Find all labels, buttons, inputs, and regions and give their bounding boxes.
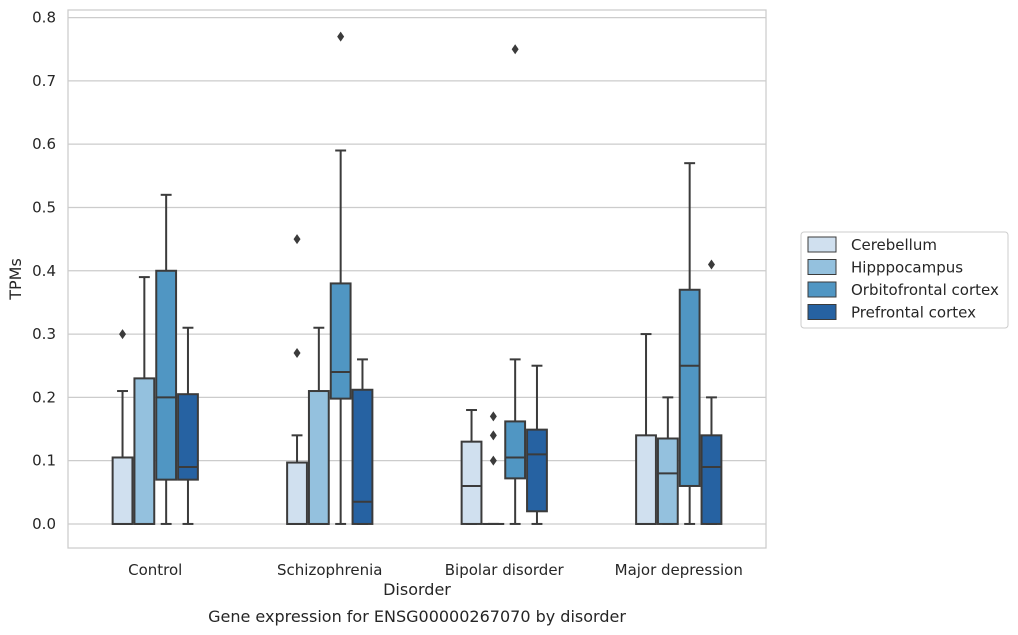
x-tick-label: Bipolar disorder xyxy=(445,561,565,579)
box-1-1 xyxy=(307,326,330,525)
y-tick-label: 0.5 xyxy=(32,198,56,216)
outlier-point xyxy=(337,31,345,42)
legend-label: Orbitofrontal cortex xyxy=(851,281,999,299)
box-body xyxy=(286,461,308,525)
y-tick-label: 0.6 xyxy=(32,135,56,153)
box-body xyxy=(177,393,199,481)
box-3-3 xyxy=(700,259,723,525)
box-body xyxy=(504,420,527,480)
x-tick-label: Control xyxy=(128,561,182,579)
box-body xyxy=(678,288,701,487)
y-tick-label: 0.0 xyxy=(32,515,56,533)
y-tick-label: 0.7 xyxy=(32,72,56,90)
y-tick-label: 0.2 xyxy=(32,388,56,406)
legend-swatch xyxy=(807,281,837,298)
box-body xyxy=(111,456,134,525)
outlier-point xyxy=(707,259,715,270)
chart-caption: Gene expression for ENSG00000267070 by d… xyxy=(208,607,626,626)
box-0-2 xyxy=(155,193,178,525)
box-1-0 xyxy=(286,234,308,525)
outlier-point xyxy=(293,234,301,245)
box-3-2 xyxy=(678,162,701,525)
box-2-3 xyxy=(526,364,548,525)
x-axis-title: Disorder xyxy=(383,580,451,599)
box-0-3 xyxy=(177,326,199,525)
box-body xyxy=(635,434,657,525)
box-2-0 xyxy=(460,409,483,525)
outlier-point xyxy=(511,44,519,55)
box-body xyxy=(460,440,483,525)
outlier-point xyxy=(489,430,497,441)
box-body xyxy=(351,388,374,525)
legend-frame xyxy=(800,231,1009,329)
box-3-1 xyxy=(656,396,679,525)
legend-label: Hipppocampus xyxy=(851,259,963,277)
outlier-point xyxy=(489,411,497,422)
y-tick-label: 0.8 xyxy=(32,9,56,27)
outlier-point xyxy=(293,348,301,359)
box-body xyxy=(155,269,178,481)
x-tick-label: Major depression xyxy=(615,561,743,579)
box-1-2 xyxy=(329,31,352,525)
box-body xyxy=(133,377,156,525)
box-0-1 xyxy=(133,276,156,525)
legend: Cerebellum Hipppocampus Orbitofrontal cort… xyxy=(800,231,1009,329)
boxes xyxy=(111,31,723,525)
legend-label: Prefrontal cortex xyxy=(851,304,976,322)
box-body xyxy=(656,437,679,525)
legend-swatch xyxy=(807,236,837,253)
legend-swatch xyxy=(807,259,837,275)
y-tick-label: 0.3 xyxy=(32,325,56,343)
legend-label: Cerebellum xyxy=(851,236,937,254)
box-2-2 xyxy=(504,44,527,525)
y-tick-labels: 0.0 0.1 0.2 0.3 0.4 0.5 0.6 0.7 0.8 xyxy=(32,9,56,533)
y-axis-title: TPMs xyxy=(6,258,25,301)
x-tick-labels: Control Schizophrenia Bipolar disorder Majo… xyxy=(128,561,743,579)
box-0-0 xyxy=(111,329,134,525)
box-body xyxy=(329,282,352,400)
legend-swatch xyxy=(807,304,837,320)
box-body xyxy=(307,390,330,525)
y-tick-label: 0.1 xyxy=(32,452,56,470)
y-tick-label: 0.4 xyxy=(32,262,56,280)
box-body xyxy=(700,434,723,525)
box-body xyxy=(526,428,548,513)
outlier-point xyxy=(119,329,127,340)
box-3-0 xyxy=(635,333,657,525)
box-1-3 xyxy=(351,358,374,525)
box-2-1 xyxy=(482,411,505,525)
x-tick-label: Schizophrenia xyxy=(277,561,382,579)
outlier-point xyxy=(489,455,497,466)
plot-frame xyxy=(67,9,767,549)
